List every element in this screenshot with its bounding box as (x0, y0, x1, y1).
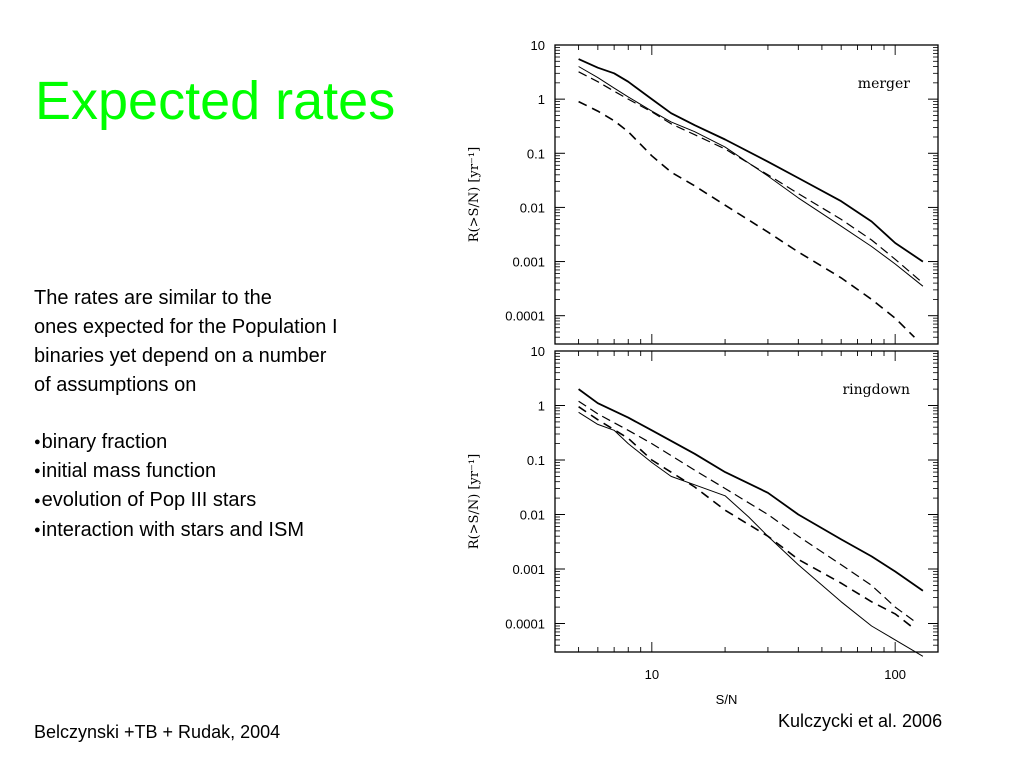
bullet-text: evolution of Pop III stars (41, 489, 257, 512)
assumption-list: ●binary fraction ●initial mass function … (34, 428, 444, 545)
y-tick-label: 0.0001 (505, 617, 545, 632)
y-tick-label: 0.0001 (505, 309, 545, 324)
series-line-dashed-2 (578, 406, 915, 630)
bullet-item: ●initial mass function (34, 457, 444, 486)
y-tick-label: 0.01 (520, 508, 545, 523)
x-axis-label: S/N (716, 692, 738, 707)
bullet-item: ●evolution of Pop III stars (34, 486, 444, 515)
bullet-text: binary fraction (41, 431, 168, 453)
y-tick-label: 10 (531, 344, 545, 359)
citation-left: Belczynski +TB + Rudak, 2004 (34, 722, 281, 742)
series-line-solid-thick (578, 388, 924, 592)
y-tick-label: 0.1 (527, 146, 545, 161)
bullet-text: initial mass function (41, 460, 217, 483)
series-line-dashed-2 (578, 100, 915, 338)
y-tick-label: 0.001 (512, 255, 545, 270)
y-tick-label: 10 (531, 38, 545, 53)
y-axis-label: R(>S/N) [yr⁻¹] (467, 454, 482, 549)
bullet-item: ●interaction with stars and ISM (34, 516, 444, 545)
y-tick-label: 1 (538, 399, 545, 414)
bullet-icon: ● (34, 436, 41, 449)
bullet-text: interaction with stars and ISM (41, 518, 304, 541)
plot-frame (554, 44, 939, 345)
series-line-solid-thick (578, 58, 924, 263)
intro-line: The rates are similar to the (34, 287, 272, 309)
panel-label: merger (858, 76, 911, 92)
x-tick-label: 100 (884, 667, 906, 682)
intro-line: of assumptions on (34, 374, 197, 396)
bullet-icon: ● (34, 494, 41, 507)
intro-line: binaries yet depend on a number (34, 345, 327, 367)
series-line-dashed-1 (578, 71, 924, 284)
panel-label: ringdown (842, 382, 910, 398)
series-line-dashed-1 (578, 400, 915, 622)
series-line-solid-thin (578, 411, 924, 657)
series-line-solid-thin (578, 66, 924, 287)
plot-frame (554, 350, 939, 653)
y-tick-label: 0.001 (512, 562, 545, 577)
bullet-item: ●binary fraction (34, 428, 444, 457)
bullet-icon: ● (34, 465, 41, 478)
body-text: The rates are similar to the ones expect… (34, 284, 444, 545)
intro-line: ones expected for the Population I (34, 316, 338, 338)
slide-title: Expected rates (35, 71, 396, 131)
y-axis-label: R(>S/N) [yr⁻¹] (467, 147, 482, 242)
bullet-icon: ● (34, 523, 41, 536)
y-tick-label: 0.1 (527, 453, 545, 468)
x-tick-label: 10 (645, 667, 659, 682)
citation-right: Kulczycki et al. 2006 (778, 711, 943, 731)
y-tick-label: 1 (538, 92, 545, 107)
y-tick-label: 0.01 (520, 200, 545, 215)
